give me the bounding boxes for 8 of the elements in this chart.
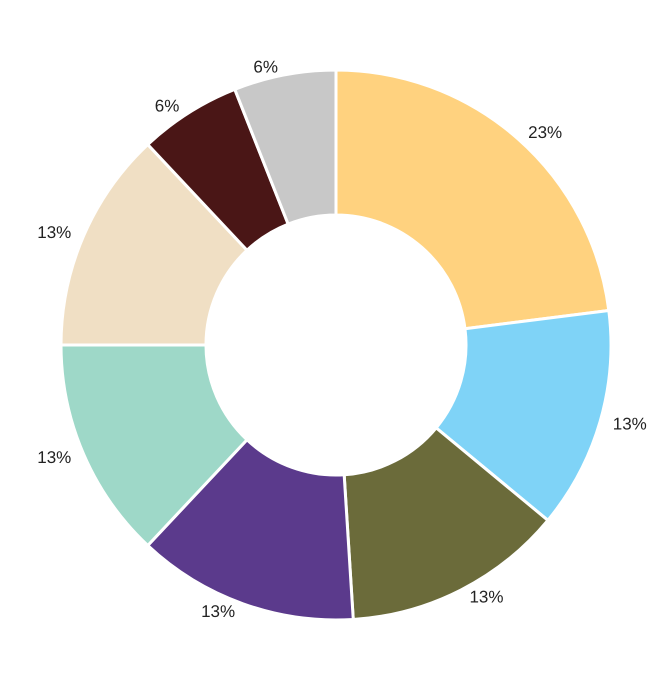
data-label: 13% xyxy=(201,602,236,621)
data-label: 6% xyxy=(154,96,180,116)
data-label: 6% xyxy=(253,58,278,77)
data-label: 13% xyxy=(37,448,72,467)
data-label: 13% xyxy=(612,414,647,434)
data-label: 13% xyxy=(469,588,504,607)
data-label: 23% xyxy=(528,123,562,142)
data-label: 13% xyxy=(37,223,72,242)
